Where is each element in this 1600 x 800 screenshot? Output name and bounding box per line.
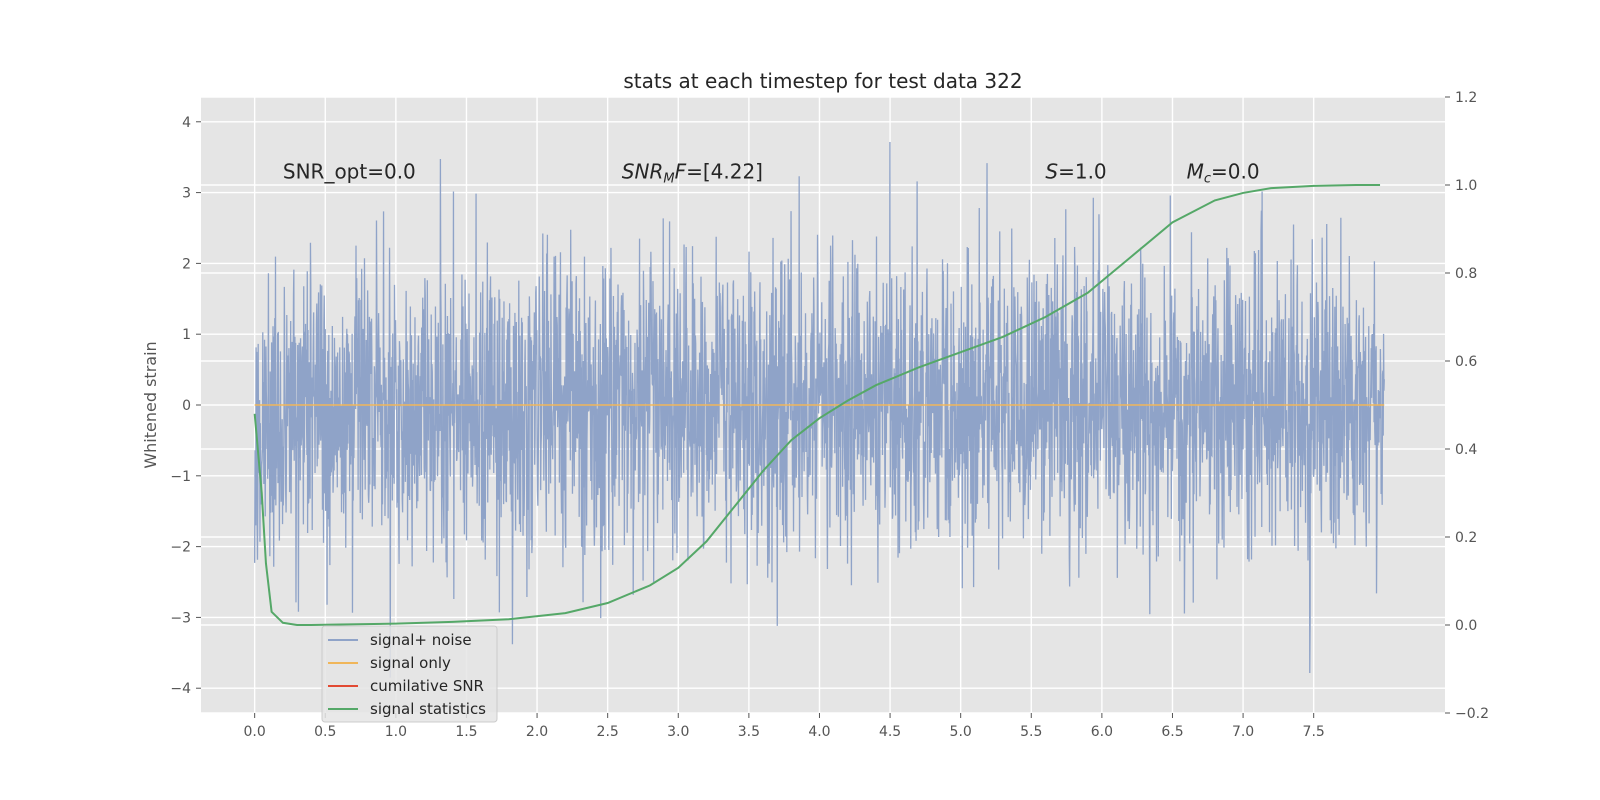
legend-label-3: signal statistics [370,700,486,718]
x-tick-label-9: 4.5 [879,724,901,740]
chart-title: stats at each timestep for test data 322 [623,69,1022,93]
y-tick-label-3: −1 [170,469,191,485]
annotation-1: SNRMF=[4.22] [622,159,763,186]
y2-tick-label-5: 0.8 [1455,266,1477,282]
annotation-0: SNR_opt=0.0 [283,159,416,183]
x-tick-label-13: 6.5 [1161,724,1183,740]
x-tick-label-11: 5.5 [1020,724,1042,740]
y2-axis-ticks: −0.2 0.0 0.2 0.4 0.6 0.8 1.0 1.2 [1445,90,1489,722]
x-tick-label-0: 0.0 [244,724,266,740]
x-tick-label-7: 3.5 [738,724,760,740]
x-tick-label-14: 7.0 [1232,724,1254,740]
legend-box [321,625,498,723]
y2-tick-label-1: 0.0 [1455,618,1477,634]
legend-label-0: signal+ noise [370,631,472,649]
series-signal-statistics [253,184,1381,626]
x-tick-label-4: 2.0 [526,724,548,740]
x-tick-label-2: 1.0 [385,724,407,740]
x-tick-label-3: 1.5 [455,724,477,740]
y-tick-label-7: 3 [182,186,191,202]
annotations: SNR_opt=0.0 SNRMF=[4.22] S=1.0 Mc=0.0 [283,159,1260,186]
y-tick-label-1: −3 [170,610,191,626]
legend-label-2: cumilative SNR [370,677,484,695]
y2-tick-label-2: 0.2 [1455,530,1477,546]
y-tick-label-5: 1 [182,327,191,343]
legend-label-1: signal only [370,654,451,672]
x-axis-ticks: 0.0 0.5 1.0 1.5 2.0 2.5 3.0 3.5 4.0 4.5 5.0 5.5 6.0 6… [244,713,1325,740]
y-axis-label: Whitened strain [141,341,160,468]
line-signal-plus-noise [254,141,1385,678]
y2-tick-label-4: 0.6 [1455,354,1477,370]
x-tick-label-8: 4.0 [808,724,830,740]
y2-tick-label-7: 1.2 [1455,90,1477,106]
x-tick-label-10: 5.0 [950,724,972,740]
series-signal-plus-noise [254,141,1385,678]
y-axis-ticks: −4 −3 −2 −1 0 1 2 3 4 [170,115,201,697]
x-tick-label-15: 7.5 [1303,724,1325,740]
annotation-2: S=1.0 [1045,159,1106,183]
x-tick-label-6: 3.0 [667,724,689,740]
y2-tick-label-0: −0.2 [1455,706,1489,722]
y2-tick-label-3: 0.4 [1455,442,1477,458]
line-signal-statistics [253,184,1381,626]
y2-tick-label-6: 1.0 [1455,178,1477,194]
y-tick-label-8: 4 [182,115,191,131]
x-tick-label-1: 0.5 [314,724,336,740]
y-tick-label-2: −2 [170,540,191,556]
x-tick-label-12: 6.0 [1091,724,1113,740]
x-tick-label-5: 2.5 [597,724,619,740]
legend: signal+ noise signal only cumilative SNR si… [321,625,498,723]
y-tick-label-6: 2 [182,256,191,272]
y-tick-label-4: 0 [182,398,191,414]
y-tick-label-0: −4 [170,681,191,697]
annotation-3: Mc=0.0 [1187,159,1260,186]
